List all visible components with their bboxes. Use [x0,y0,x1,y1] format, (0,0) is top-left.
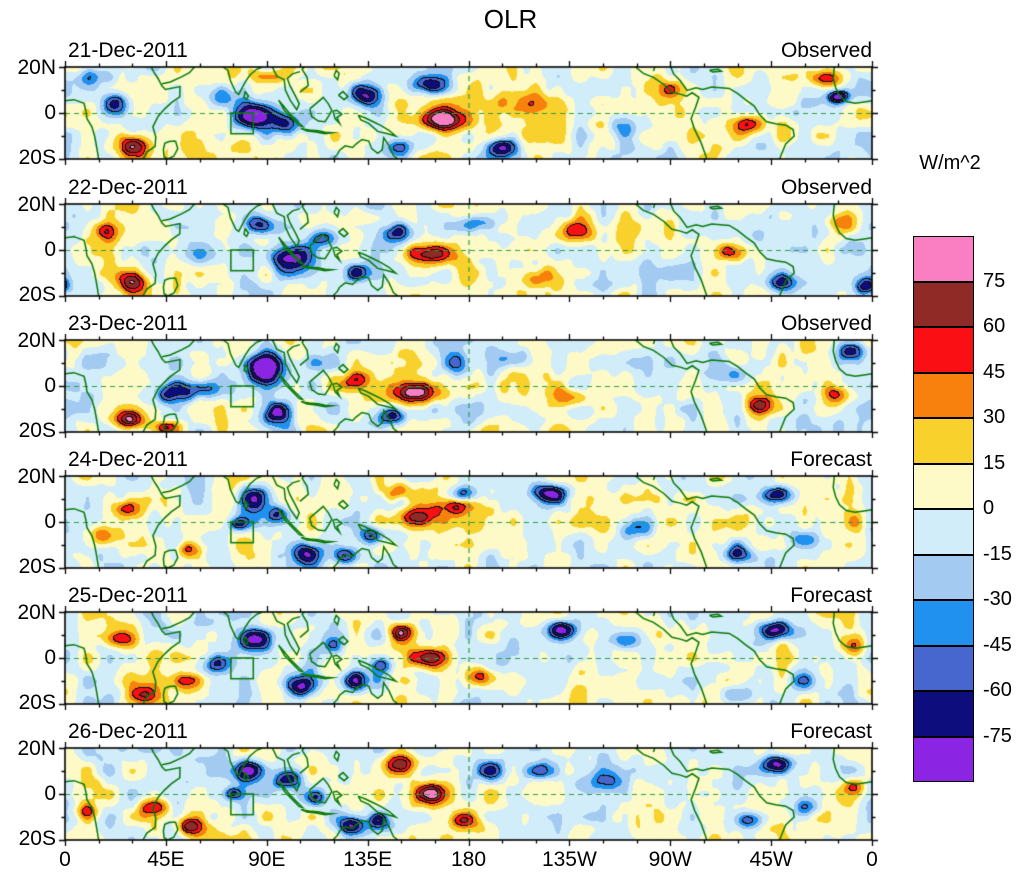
y-axis-tick-label: 20N [17,56,56,79]
colorbar-swatch [913,281,974,327]
y-axis-tick-label: 20S [18,283,56,306]
colorbar-tick-label: 15 [983,451,1006,474]
panel-date-label: 25-Dec-2011 [68,584,188,607]
x-axis-tick-label: 180 [450,848,487,871]
y-axis-tick-label: 20S [18,827,56,850]
colorbar-tick-label: 0 [983,497,995,519]
colorbar-swatch [913,372,974,418]
y-axis-tick-label: 0 [44,374,56,397]
chart-title: OLR [483,4,538,34]
colorbar-tick-label: -75 [983,724,1012,747]
x-axis-tick-label: 0 [59,848,71,871]
panel-date-label: 23-Dec-2011 [68,312,188,335]
panel-date-label: 22-Dec-2011 [68,176,188,199]
map-canvas [57,59,880,167]
panel-kind-label: Forecast [790,584,872,607]
x-axis-tick-label: 90W [648,848,692,871]
panel-date-label: 24-Dec-2011 [68,448,188,471]
colorbar-tick-label: -60 [983,679,1012,701]
panel-kind-label: Forecast [790,448,872,471]
x-axis-tick-label: 0 [866,848,878,871]
y-axis-tick-label: 0 [44,646,56,669]
y-axis-tick-label: 20N [17,193,56,216]
colorbar-swatch [913,327,974,373]
colorbar-swatch [913,418,974,464]
y-axis-tick-label: 20N [17,601,56,624]
colorbar-swatch [913,736,974,782]
y-axis-tick-label: 0 [44,238,56,261]
panel-date-label: 26-Dec-2011 [68,720,188,743]
map-canvas [57,604,880,712]
colorbar-tick-label: -45 [983,633,1012,656]
panel-kind-label: Observed [780,312,872,335]
y-axis-tick-label: 20N [17,329,56,352]
x-axis-tick-label: 90E [248,848,286,871]
panel-kind-label: Observed [780,39,872,62]
x-axis-tick-label: 135W [541,848,597,871]
panel-date-label: 21-Dec-2011 [68,39,188,62]
y-axis-tick-label: 20S [18,146,56,169]
colorbar-swatch [913,600,974,646]
y-axis-tick-label: 0 [44,782,56,805]
y-axis-tick-label: 20S [18,419,56,442]
y-axis-tick-label: 20N [17,465,56,488]
colorbar-tick-label: 30 [983,406,1006,428]
colorbar-swatch [913,509,974,555]
colorbar-tick-label: 75 [983,269,1006,292]
panel-kind-label: Forecast [790,720,872,743]
y-axis-tick-label: 20S [18,691,56,714]
x-axis-tick-label: 135E [343,848,393,871]
colorbar-swatch [913,691,974,737]
colorbar-tick-label: 60 [983,315,1006,337]
colorbar-swatch [913,236,974,282]
colorbar-swatch [913,645,974,691]
colorbar-tick-label: -15 [983,542,1012,565]
x-axis-tick-label: 45E [147,848,185,871]
map-canvas [57,196,880,304]
y-axis-tick-label: 20S [18,555,56,578]
colorbar-tick-label: 45 [983,360,1006,383]
map-canvas [57,332,880,440]
y-axis-tick-label: 0 [44,510,56,533]
colorbar-swatch [913,463,974,509]
colorbar-units-label: W/m^2 [919,152,981,174]
map-canvas [57,740,880,848]
x-axis-tick-label: 45W [749,848,793,871]
y-axis-tick-label: 20N [17,737,56,760]
map-canvas [57,468,880,576]
colorbar-tick-label: -30 [983,588,1012,610]
panel-kind-label: Observed [780,176,872,199]
y-axis-tick-label: 0 [44,101,56,124]
colorbar-swatch [913,554,974,600]
